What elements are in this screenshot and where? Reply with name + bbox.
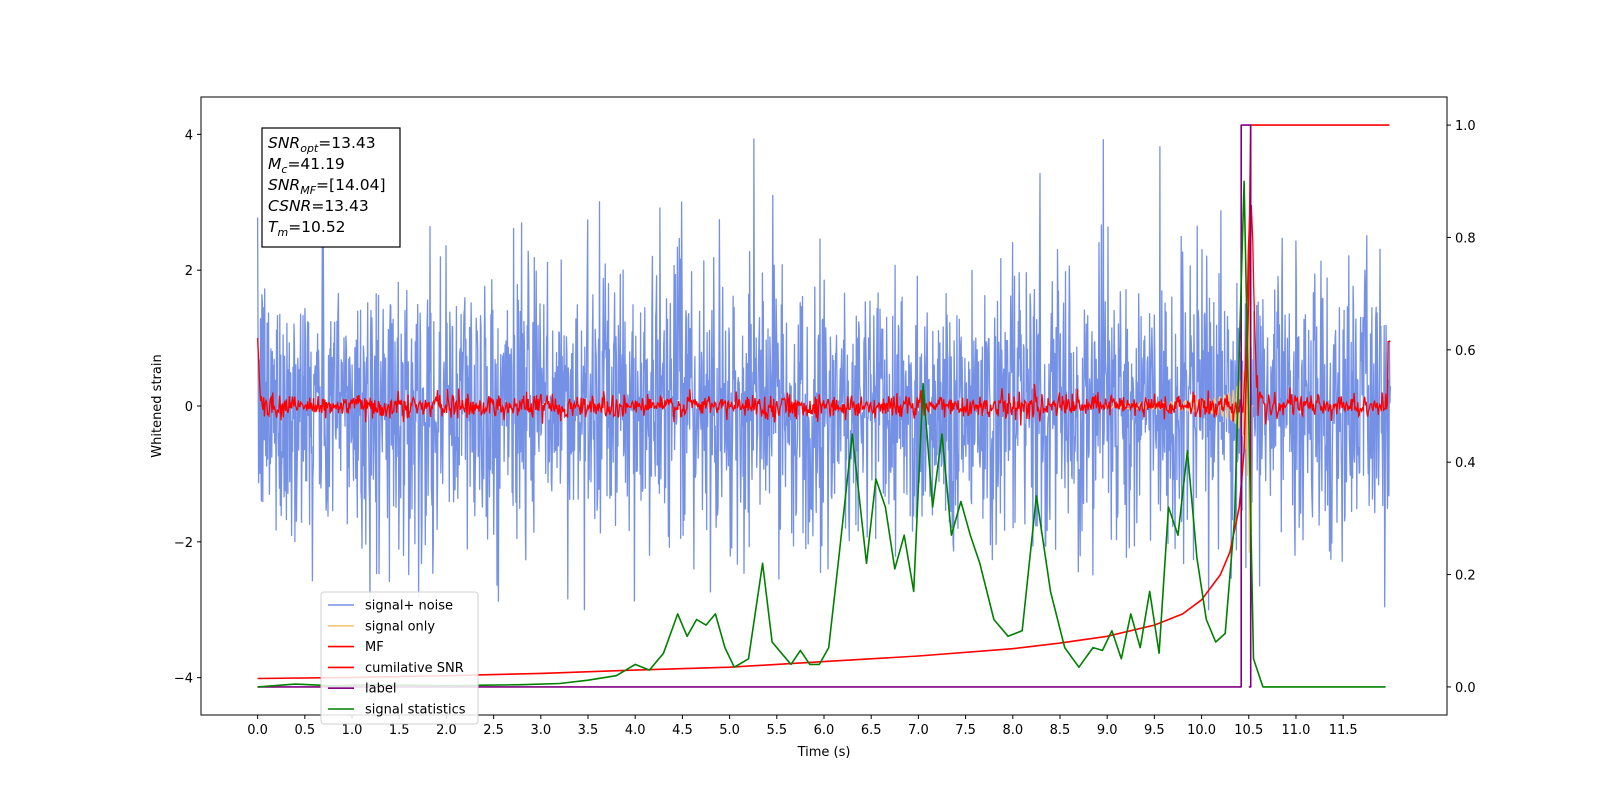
- x-tick-label: 10.0: [1187, 723, 1216, 738]
- y-right-tick-label: 0.8: [1455, 231, 1476, 246]
- y-axis-left-ticks: 4 2 0 −2 −4: [174, 128, 201, 687]
- legend-label: cumilative SNR: [365, 661, 464, 676]
- x-tick-label: 9.0: [1097, 723, 1118, 738]
- series-signal-noise: [256, 138, 1392, 611]
- x-tick-label: 8.5: [1050, 723, 1071, 738]
- x-tick-label: 2.0: [436, 723, 457, 738]
- x-axis-ticks: 0.0 0.5 1.0 1.5 2.0 2.5 3.0 3.5 4.0 4.5 5.0 5.5 6.0 6…: [247, 715, 1358, 738]
- x-tick-label: 11.0: [1281, 723, 1310, 738]
- x-axis-label: Time (s): [797, 745, 851, 760]
- x-tick-label: 11.5: [1329, 723, 1358, 738]
- x-tick-label: 6.5: [861, 723, 882, 738]
- y-left-tick-label: 4: [185, 128, 193, 143]
- x-tick-label: 1.0: [342, 723, 363, 738]
- legend-label: signal statistics: [365, 703, 466, 718]
- x-tick-label: 3.5: [578, 723, 599, 738]
- legend-label: signal only: [365, 619, 435, 634]
- legend-label: label: [365, 682, 396, 697]
- y-left-tick-label: −2: [174, 536, 193, 551]
- y-right-tick-label: 0.6: [1455, 344, 1476, 359]
- y-right-tick-label: 0.2: [1455, 569, 1476, 584]
- legend-frame: [320, 591, 479, 725]
- legend: signal+ noise signal only MF cumilative SNR…: [320, 591, 479, 725]
- series-mf: [256, 204, 1391, 426]
- y-left-tick-label: −4: [174, 672, 193, 687]
- x-tick-label: 8.0: [1002, 723, 1023, 738]
- series-label: [257, 124, 1252, 688]
- y-left-tick-label: 2: [185, 264, 193, 279]
- annotation-line: Mc=41.19: [268, 155, 345, 176]
- x-tick-label: 3.0: [530, 723, 551, 738]
- plot-series-layer: [256, 124, 1392, 688]
- x-tick-label: 5.0: [719, 723, 740, 738]
- x-tick-label: 4.0: [625, 723, 646, 738]
- annotation-line: SNRMF=[14.04]: [268, 176, 386, 197]
- x-tick-label: 7.5: [955, 723, 976, 738]
- series-signal-statistics: [257, 180, 1386, 688]
- x-tick-label: 7.0: [908, 723, 929, 738]
- y-right-tick-label: 0.4: [1455, 456, 1476, 471]
- y-right-tick-label: 1.0: [1455, 119, 1476, 134]
- x-tick-label: 6.0: [814, 723, 835, 738]
- y-axis-right-ticks: 1.0 0.8 0.6 0.4 0.2 0.0: [1447, 119, 1476, 696]
- y-right-tick-label: 0.0: [1455, 681, 1476, 696]
- annotation-line: CSNR=13.43: [268, 197, 369, 215]
- y-left-tick-label: 0: [185, 400, 193, 415]
- annotation-frame: [261, 127, 401, 248]
- series-cumulative-snr: [257, 124, 1390, 680]
- x-tick-label: 5.5: [766, 723, 787, 738]
- stats-annotation-box: SNRopt=13.43Mc=41.19SNRMF=[14.04]CSNR=13…: [261, 127, 401, 248]
- x-tick-label: 10.5: [1234, 723, 1263, 738]
- legend-label: signal+ noise: [365, 599, 453, 614]
- x-tick-label: 0.0: [247, 723, 268, 738]
- legend-label: MF: [365, 640, 384, 655]
- x-tick-label: 4.5: [672, 723, 693, 738]
- annotation-line: Tm=10.52: [268, 218, 346, 239]
- x-tick-label: 2.5: [483, 723, 504, 738]
- x-tick-label: 0.5: [294, 723, 315, 738]
- annotation-line: SNRopt=13.43: [268, 134, 376, 155]
- y-axis-label: Whitened strain: [150, 354, 165, 457]
- x-tick-label: 1.5: [389, 723, 410, 738]
- x-tick-label: 9.5: [1144, 723, 1165, 738]
